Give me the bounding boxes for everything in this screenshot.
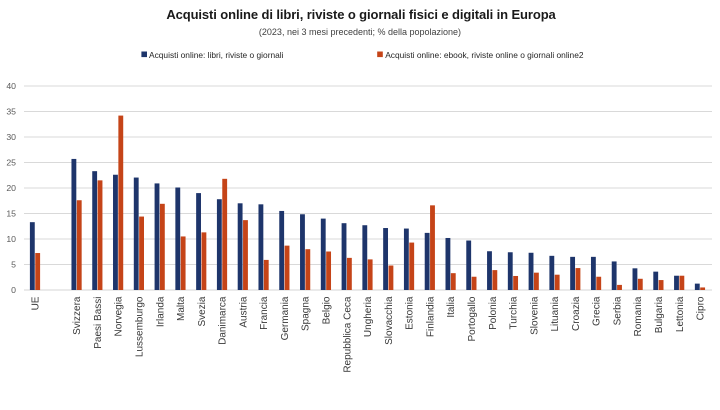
- svg-text:10: 10: [6, 234, 16, 244]
- svg-text:UE: UE: [31, 296, 42, 310]
- svg-text:Turchia: Turchia: [509, 296, 520, 329]
- svg-text:Estonia: Estonia: [405, 296, 416, 330]
- svg-text:Lituania: Lituania: [550, 296, 561, 331]
- svg-text:30: 30: [6, 132, 16, 142]
- svg-text:15: 15: [6, 209, 16, 219]
- svg-text:Belgio: Belgio: [322, 296, 333, 324]
- svg-text:Acquisti online di libri, rivi: Acquisti online di libri, riviste o gior…: [166, 7, 556, 22]
- svg-text:Acquisti online: ebook, rivist: Acquisti online: ebook, riviste online o…: [385, 50, 584, 60]
- svg-text:20: 20: [6, 183, 16, 193]
- svg-text:Portogallo: Portogallo: [467, 296, 478, 341]
- svg-text:Paesi Bassi: Paesi Bassi: [93, 297, 104, 349]
- svg-text:Norvegia: Norvegia: [114, 296, 125, 336]
- svg-text:Acquisti online: libri, rivist: Acquisti online: libri, riviste o giorna…: [149, 50, 284, 60]
- svg-text:Repubblica Ceca: Repubblica Ceca: [342, 296, 353, 373]
- svg-text:Romania: Romania: [633, 296, 644, 336]
- svg-text:Slovacchia: Slovacchia: [384, 296, 395, 345]
- svg-text:35: 35: [6, 107, 16, 117]
- svg-text:Lussemburgo: Lussemburgo: [135, 296, 146, 357]
- svg-text:Serbia: Serbia: [612, 296, 623, 325]
- svg-text:Cipro: Cipro: [696, 296, 707, 320]
- svg-text:5: 5: [11, 260, 16, 270]
- svg-text:(2023, nei 3 mesi precedenti;: (2023, nei 3 mesi precedenti; % della po…: [259, 27, 461, 37]
- svg-text:25: 25: [6, 158, 16, 168]
- svg-text:Malta: Malta: [176, 296, 187, 321]
- svg-text:Svezia: Svezia: [197, 296, 208, 326]
- svg-text:Slovenia: Slovenia: [529, 296, 540, 335]
- svg-text:Germania: Germania: [280, 296, 291, 340]
- svg-text:Danimarca: Danimarca: [218, 296, 229, 345]
- svg-text:Finlandia: Finlandia: [425, 296, 436, 337]
- svg-text:Grecia: Grecia: [592, 296, 603, 326]
- svg-text:Austria: Austria: [238, 296, 249, 328]
- svg-text:Ungheria: Ungheria: [363, 296, 374, 337]
- svg-text:Lettonia: Lettonia: [675, 296, 686, 332]
- svg-text:Francia: Francia: [259, 296, 270, 330]
- svg-text:Italia: Italia: [446, 296, 457, 318]
- svg-text:Polonia: Polonia: [488, 296, 499, 330]
- svg-text:Svizzera: Svizzera: [72, 296, 83, 335]
- svg-text:40: 40: [6, 81, 16, 91]
- svg-text:Bulgaria: Bulgaria: [654, 296, 665, 333]
- svg-text:Croazia: Croazia: [571, 296, 582, 331]
- svg-text:Irlanda: Irlanda: [155, 296, 166, 327]
- svg-text:0: 0: [11, 285, 16, 295]
- svg-text:Spagna: Spagna: [301, 296, 312, 331]
